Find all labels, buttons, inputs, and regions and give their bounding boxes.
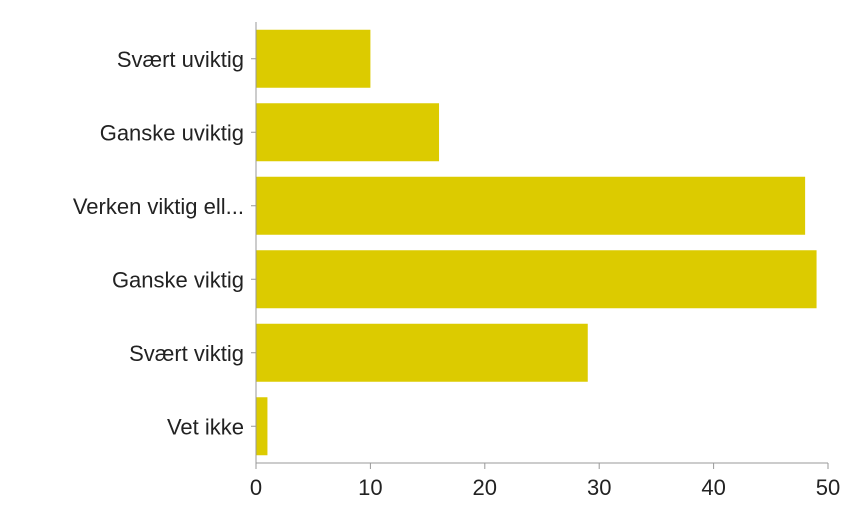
category-label-svaert-uviktig: Svært uviktig [117,47,244,72]
category-label-svaert-viktig: Svært viktig [129,341,244,366]
category-label-vet-ikke: Vet ikke [167,414,244,439]
bar-ganske-viktig [256,250,817,309]
category-label-verken-viktig-ell: Verken viktig ell... [73,194,244,219]
bar-svaert-uviktig [256,29,371,88]
x-tick-label-10: 10 [358,475,382,500]
x-tick-label-20: 20 [473,475,497,500]
labels-layer: Svært uviktig Ganske uviktig Verken viktig… [73,47,840,500]
bar-vet-ikke [256,397,268,456]
bar-ganske-uviktig [256,103,440,162]
bar-verken-viktig-ell [256,176,806,235]
category-label-ganske-uviktig: Ganske uviktig [100,120,244,145]
category-label-ganske-viktig: Ganske viktig [112,267,244,292]
axes-layer [251,22,829,469]
x-tick-label-50: 50 [816,475,840,500]
bar-svaert-viktig [256,323,588,382]
bars-layer [256,29,817,456]
x-tick-label-0: 0 [250,475,262,500]
x-tick-label-40: 40 [701,475,725,500]
x-tick-label-30: 30 [587,475,611,500]
